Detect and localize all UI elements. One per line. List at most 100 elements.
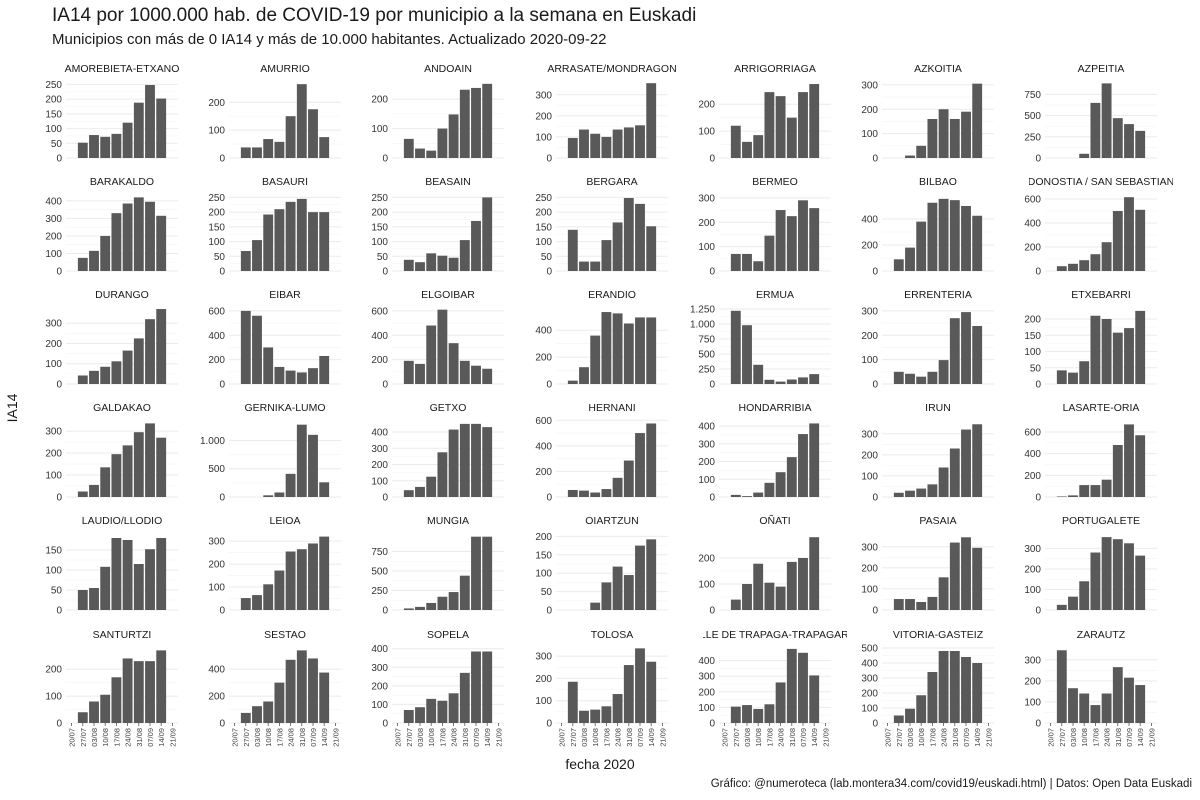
y-tick-label: 50 bbox=[214, 252, 226, 263]
bar bbox=[809, 208, 820, 271]
bar bbox=[612, 129, 623, 158]
bar bbox=[938, 651, 949, 723]
y-tick-label: 0 bbox=[56, 493, 62, 504]
y-tick-label: 150 bbox=[208, 222, 225, 233]
bar bbox=[156, 437, 167, 497]
x-tick-label: 27/07 bbox=[569, 728, 578, 747]
y-tick-label: 50 bbox=[377, 252, 389, 263]
bar bbox=[1101, 537, 1112, 610]
y-tick-label: 100 bbox=[698, 127, 715, 138]
x-tick-label: 10/08 bbox=[917, 728, 926, 747]
bar bbox=[426, 150, 437, 158]
y-tick-label: 50 bbox=[51, 139, 63, 150]
chart-title: IA14 por 1000.000 hab. de COVID-19 por m… bbox=[52, 5, 697, 26]
bar bbox=[263, 701, 274, 723]
bar bbox=[308, 658, 318, 723]
bar bbox=[252, 315, 262, 384]
y-tick-label: 600 bbox=[1024, 428, 1041, 439]
bar bbox=[809, 423, 820, 497]
bar bbox=[156, 98, 167, 158]
bar bbox=[635, 317, 645, 384]
x-tick-label: 27/07 bbox=[79, 728, 88, 747]
bar bbox=[285, 201, 296, 271]
bar bbox=[972, 663, 983, 723]
bar bbox=[927, 596, 938, 610]
bar bbox=[786, 648, 797, 723]
y-tick-label: 500 bbox=[1024, 111, 1041, 122]
y-tick-label: 200 bbox=[535, 353, 552, 364]
y-tick-label: 0 bbox=[872, 380, 878, 391]
bar bbox=[1056, 370, 1067, 384]
x-axis-label: fecha 2020 bbox=[565, 756, 635, 772]
bar bbox=[437, 452, 448, 497]
bar bbox=[263, 495, 274, 497]
bar bbox=[893, 599, 904, 610]
bar bbox=[764, 235, 775, 271]
x-tick-label: 07/09 bbox=[636, 728, 645, 747]
x-tick-label: 20/07 bbox=[1047, 728, 1056, 747]
bar bbox=[133, 197, 144, 271]
bar bbox=[961, 657, 971, 723]
bar bbox=[1112, 332, 1123, 384]
bar bbox=[296, 198, 307, 271]
y-tick-label: 100 bbox=[861, 355, 878, 366]
panel-title: SANTURTZI bbox=[93, 629, 152, 641]
bar bbox=[426, 602, 437, 610]
panel-bermeo: BERMEO 0 100 200 300 bbox=[698, 176, 831, 278]
bar bbox=[916, 488, 927, 497]
y-tick-label: 400 bbox=[45, 196, 62, 207]
y-tick-label: 600 bbox=[1024, 195, 1041, 206]
panel-title: DONOSTIA / SAN SEBASTIAN bbox=[1028, 176, 1174, 188]
y-tick-label: 0 bbox=[219, 493, 225, 504]
bar bbox=[730, 253, 741, 271]
bar bbox=[916, 376, 927, 384]
bar bbox=[156, 538, 167, 610]
bar bbox=[263, 347, 274, 384]
bar bbox=[949, 651, 960, 723]
y-tick-label: 750 bbox=[698, 335, 715, 346]
bar bbox=[961, 429, 971, 497]
x-tick-label: 17/08 bbox=[602, 728, 611, 747]
bar bbox=[448, 343, 459, 384]
bar bbox=[623, 665, 634, 723]
x-tick-label: 20/07 bbox=[884, 728, 893, 747]
y-tick-label: 100 bbox=[45, 249, 62, 260]
panel-errenteria: ERRENTERIA 0 100 200 300 bbox=[861, 289, 994, 391]
panel-title: ZARAUTZ bbox=[1077, 629, 1126, 641]
y-tick-label: 0 bbox=[546, 380, 552, 391]
y-tick-label: 200 bbox=[45, 231, 62, 242]
bar bbox=[263, 214, 274, 271]
bar bbox=[730, 494, 741, 497]
y-tick-label: 400 bbox=[1024, 219, 1041, 230]
y-tick-label: 200 bbox=[861, 105, 878, 116]
bar bbox=[122, 658, 133, 723]
x-tick-label: 10/08 bbox=[591, 728, 600, 747]
bar bbox=[415, 148, 425, 158]
x-tick-label: 31/08 bbox=[951, 728, 960, 747]
x-tick-label: 20/07 bbox=[68, 728, 77, 747]
bar bbox=[448, 114, 459, 158]
panel-title: HONDARRIBIA bbox=[739, 402, 812, 414]
x-tick-label: 10/08 bbox=[427, 728, 436, 747]
x-tick-label: 24/08 bbox=[1103, 728, 1112, 747]
y-tick-label: 0 bbox=[709, 154, 715, 165]
panel-title: BILBAO bbox=[919, 176, 957, 188]
bar bbox=[100, 136, 111, 158]
panel-title: TOLOSA bbox=[591, 629, 633, 641]
y-tick-label: 300 bbox=[371, 663, 388, 674]
y-tick-label: 200 bbox=[45, 449, 62, 460]
x-tick-label: 03/08 bbox=[253, 728, 262, 747]
bar bbox=[482, 197, 493, 271]
bar bbox=[590, 261, 601, 271]
x-tick-label: 10/08 bbox=[101, 728, 110, 747]
panel-title: OIARTZUN bbox=[585, 515, 638, 527]
bar bbox=[623, 460, 634, 497]
bar bbox=[623, 198, 634, 271]
y-tick-label: 300 bbox=[861, 542, 878, 553]
bar bbox=[764, 704, 775, 723]
bar bbox=[927, 119, 938, 158]
y-tick-label: 200 bbox=[45, 339, 62, 350]
bar bbox=[122, 203, 133, 271]
y-tick-label: 300 bbox=[535, 652, 552, 663]
